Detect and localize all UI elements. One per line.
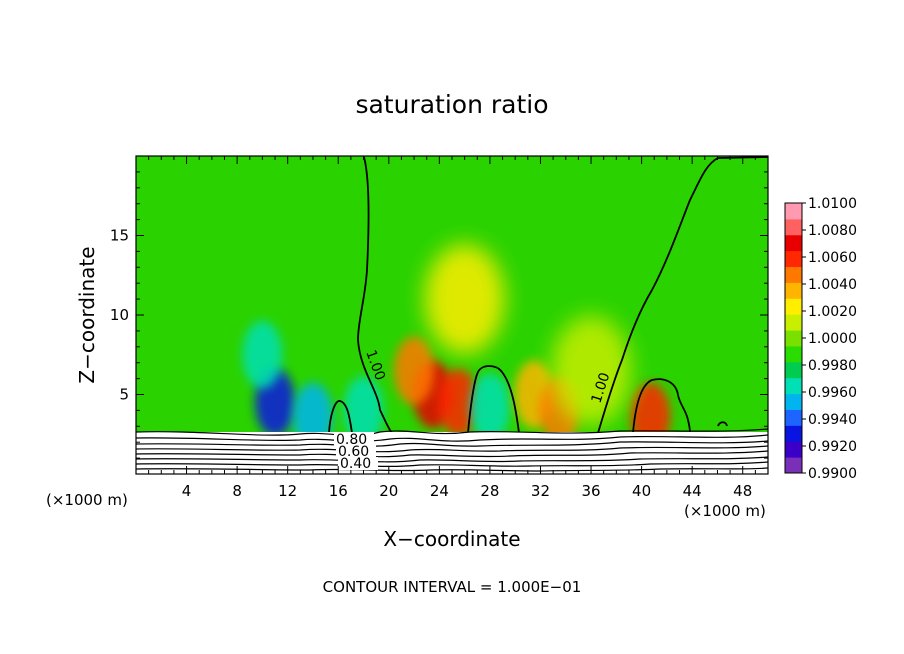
- anomaly-blob: [551, 315, 632, 426]
- colorbar-swatch: [785, 425, 802, 442]
- contour-line-dome-27: [467, 365, 520, 434]
- terrain-line: [136, 461, 768, 468]
- colorbar-swatch: [785, 203, 802, 220]
- chart-title: saturation ratio: [355, 90, 548, 119]
- colorbar-swatch: [785, 298, 802, 315]
- contour-label-0-40: 0.40: [340, 456, 371, 472]
- y-axis-ticks: 5 10 15: [110, 171, 768, 459]
- x-tick-label: 44: [683, 482, 702, 500]
- terrain-line: [136, 445, 768, 453]
- colorbar-swatch: [785, 314, 802, 331]
- plot-field: 1.00 1.00 0.80 0.60 0.40: [136, 156, 768, 474]
- x-tick-label: 36: [581, 482, 600, 500]
- colorbar-swatch: [785, 250, 802, 268]
- colorbar-swatch: [785, 441, 802, 458]
- x-axis-label: X−coordinate: [383, 527, 520, 551]
- colorbar-swatch: [785, 377, 802, 395]
- contour-line-dome-41: [632, 378, 691, 434]
- anomaly-blob: [424, 244, 505, 355]
- colorbar-label: 1.0040: [808, 277, 857, 293]
- anomaly-blob: [394, 336, 435, 405]
- terrain-line: [136, 428, 768, 436]
- anomaly-blob: [242, 320, 283, 389]
- colorbar-label: 1.0020: [808, 304, 857, 320]
- colorbar-swatch: [785, 330, 802, 347]
- colorbar-swatch: [785, 345, 802, 363]
- x-tick-label: 4: [182, 482, 192, 500]
- contour-line-bump-17: [328, 400, 353, 434]
- anomaly-blob: [438, 368, 479, 437]
- contour-line-1-00-west: [357, 156, 393, 434]
- y-tick-label: 15: [110, 227, 129, 245]
- colorbar-swatch: [785, 282, 802, 299]
- y-tick-label: 10: [110, 306, 129, 324]
- colorbar-label: 1.0000: [808, 331, 857, 347]
- terrain-line: [136, 434, 768, 442]
- contour-label-bg: [338, 457, 378, 470]
- colorbar-swatch: [785, 361, 802, 379]
- x-tick-label: 32: [531, 482, 550, 500]
- terrain-line: [136, 440, 768, 447]
- terrain-contours: [136, 428, 768, 472]
- contour-lines: [328, 156, 768, 434]
- x-axis-ticks: 4 8 12 16 20 24 28 32 36 40 44 48: [148, 156, 756, 500]
- x-tick-label: 12: [278, 482, 297, 500]
- colorbar-swatch: [785, 457, 802, 474]
- x-tick-label: 24: [430, 482, 449, 500]
- x-tick-label: 16: [329, 482, 348, 500]
- x-tick-label: 8: [232, 482, 242, 500]
- contour-interval-note: CONTOUR INTERVAL = 1.000E−01: [323, 578, 582, 596]
- y-axis-label: Z−coordinate: [75, 246, 99, 383]
- colorbar-label: 0.9940: [808, 412, 857, 428]
- contour-line-1-00-east: [597, 156, 768, 434]
- colorbar-label: 0.9920: [808, 439, 857, 455]
- colorbar-label: 1.0060: [808, 250, 857, 266]
- colorbar-label: 0.9980: [808, 358, 857, 374]
- colorbar-swatch: [785, 409, 802, 426]
- colorbar-label: 0.9960: [808, 385, 857, 401]
- contour-label-bg: [336, 444, 376, 457]
- anomaly-blob: [469, 373, 510, 442]
- colorbar-swatch: [785, 266, 802, 283]
- x-tick-label: 28: [480, 482, 499, 500]
- terrain-line: [136, 467, 768, 472]
- contour-label-bg: [334, 432, 374, 446]
- colorbar-label: 1.0080: [808, 223, 857, 239]
- terrain-line: [136, 456, 768, 463]
- terrain-line: [136, 450, 768, 458]
- x-axis-unit-left: (×1000 m): [46, 491, 128, 509]
- colorbar-label: 1.0100: [808, 196, 857, 212]
- x-tick-label: 48: [733, 482, 752, 500]
- colorbar-label: 0.9900: [808, 466, 857, 482]
- colorbar-swatch: [785, 234, 802, 252]
- anomaly-blob: [343, 376, 384, 445]
- y-tick-label: 5: [119, 386, 129, 404]
- x-tick-label: 40: [632, 482, 651, 500]
- colorbar: 1.0100 1.0080 1.0060 1.0040 1.0020 1.0000 0.99…: [784, 196, 857, 482]
- x-tick-label: 20: [379, 482, 398, 500]
- colorbar-swatch: [785, 393, 802, 410]
- x-axis-unit-right: (×1000 m): [684, 502, 766, 520]
- colorbar-swatch: [785, 218, 802, 236]
- contour-label-0-60: 0.60: [338, 444, 369, 460]
- contour-line-dot-46: [717, 421, 728, 427]
